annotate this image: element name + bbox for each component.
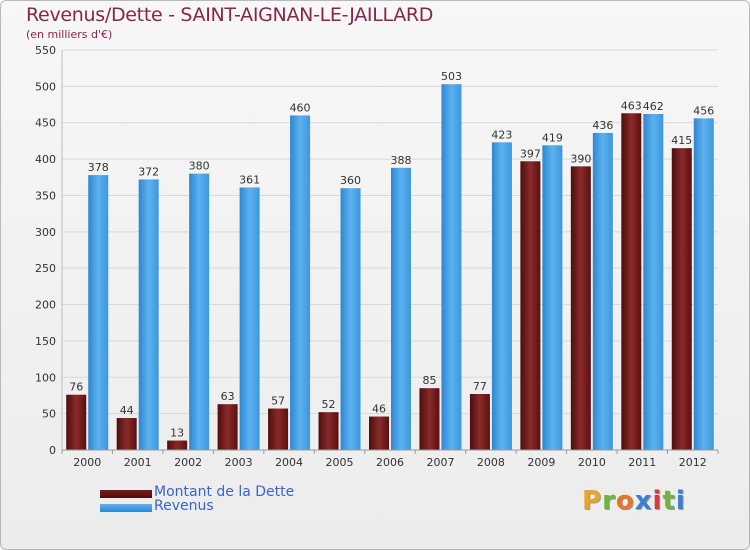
data-label-debt: 52	[322, 398, 336, 411]
data-label-revenue: 361	[239, 173, 260, 186]
x-tick-label: 2010	[578, 456, 606, 469]
axes: 0 50 100 150 200 250 300 350 400 450 500 550 2000 200…	[35, 44, 719, 469]
data-label-debt: 77	[473, 380, 487, 393]
bar-revenue	[441, 84, 462, 450]
y-tick-label: 400	[35, 153, 56, 166]
bar-revenue	[693, 118, 714, 450]
bar-debt	[671, 148, 692, 450]
data-label-debt: 463	[621, 99, 642, 112]
logo-letter: P	[582, 486, 603, 516]
bar-debt	[621, 113, 642, 450]
data-label-debt: 85	[422, 374, 436, 387]
legend-swatch-debt	[100, 490, 152, 498]
gridlines	[62, 49, 718, 451]
data-label-debt: 13	[170, 427, 184, 440]
logo-letter: i	[675, 486, 686, 516]
bars: 76 378 44 372 13 380 63 361 57 460 52 360 46 388 85 503…	[66, 70, 714, 451]
data-label-revenue: 360	[340, 174, 361, 187]
logo-letter: i	[652, 486, 663, 516]
data-label-revenue: 372	[138, 165, 159, 178]
x-tick-label: 2004	[275, 456, 303, 469]
bar-debt	[116, 418, 137, 450]
logo-letter: x	[634, 486, 653, 516]
bar-revenue	[138, 179, 159, 451]
x-tick-label: 2007	[426, 456, 454, 469]
bar-revenue	[88, 175, 109, 450]
y-tick-label: 550	[35, 44, 56, 57]
bar-revenue	[239, 187, 260, 451]
bar-debt	[66, 394, 87, 450]
legend-swatch-revenue	[100, 504, 152, 512]
bar-debt	[469, 394, 490, 450]
bar-revenue	[391, 167, 411, 450]
bar-debt	[369, 416, 389, 450]
data-label-debt: 390	[570, 152, 591, 165]
data-label-revenue: 380	[189, 160, 210, 173]
chart-title: Revenus/Dette - SAINT-AIGNAN-LE-JAILLARD	[26, 4, 434, 26]
bar-revenue	[290, 115, 311, 451]
x-tick-label: 2008	[477, 456, 505, 469]
data-label-debt: 63	[221, 390, 235, 403]
logo-letter: o	[615, 486, 635, 516]
x-tick-label: 2012	[679, 456, 707, 469]
data-label-debt: 44	[120, 404, 134, 417]
bar-debt	[570, 166, 591, 450]
data-label-revenue: 462	[643, 100, 664, 113]
data-label-revenue: 388	[391, 154, 412, 167]
y-tick-label: 100	[35, 371, 56, 384]
logo-letter: r	[602, 486, 616, 516]
bar-debt	[217, 404, 238, 450]
legend-label-debt: Montant de la Dette	[154, 484, 295, 500]
x-tick-label: 2000	[73, 456, 101, 469]
bar-revenue	[491, 142, 512, 450]
data-label-revenue: 460	[290, 101, 311, 114]
y-tick-label: 50	[42, 408, 56, 421]
x-tick-label: 2009	[527, 456, 555, 469]
y-tick-label: 500	[35, 80, 56, 93]
proxiti-logo: Proxiti	[582, 486, 686, 516]
x-tick-label: 2006	[376, 456, 404, 469]
data-label-revenue: 503	[441, 70, 462, 83]
y-tick-label: 300	[35, 226, 56, 239]
bar-debt	[167, 440, 188, 450]
x-tick-label: 2001	[124, 456, 152, 469]
data-label-debt: 415	[671, 134, 692, 147]
x-tick-label: 2011	[628, 456, 656, 469]
data-label-debt: 76	[69, 381, 83, 394]
x-tick-label: 2005	[326, 456, 354, 469]
data-label-revenue: 456	[693, 104, 714, 117]
logo-letter: t	[662, 486, 676, 516]
data-label-debt: 397	[520, 147, 541, 160]
y-tick-label: 0	[49, 444, 56, 457]
y-tick-label: 350	[35, 189, 56, 202]
data-label-revenue: 423	[491, 128, 512, 141]
data-label-revenue: 378	[88, 161, 109, 174]
bar-revenue	[340, 188, 361, 450]
x-tick-label: 2003	[225, 456, 253, 469]
bar-revenue	[542, 145, 563, 451]
bar-debt	[419, 388, 440, 450]
data-label-debt: 57	[271, 395, 285, 408]
y-tick-label: 250	[35, 262, 56, 275]
chart-subtitle: (en milliers d'€)	[26, 28, 113, 41]
bar-revenue	[643, 114, 664, 450]
legend-label-revenue: Revenus	[154, 498, 214, 514]
data-label-revenue: 419	[542, 131, 563, 144]
y-tick-label: 200	[35, 299, 56, 312]
y-tick-label: 150	[35, 335, 56, 348]
y-tick-label: 450	[35, 117, 56, 130]
bar-revenue	[189, 173, 210, 451]
data-label-debt: 46	[372, 403, 386, 416]
x-tick-label: 2002	[174, 456, 202, 469]
data-label-revenue: 436	[592, 119, 613, 132]
bar-debt	[318, 412, 339, 450]
bar-revenue	[592, 132, 613, 450]
bar-debt	[268, 408, 289, 450]
bar-debt	[520, 161, 541, 451]
